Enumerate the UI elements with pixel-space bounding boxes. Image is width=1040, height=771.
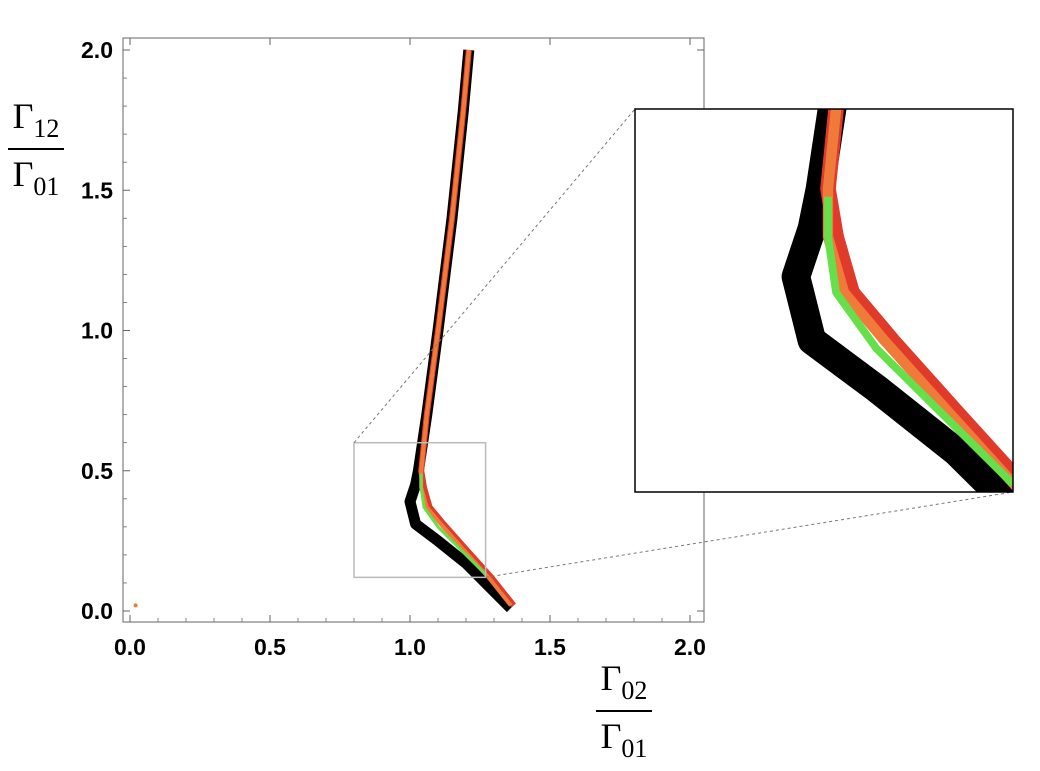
y-tick-label: 1.5 [81,177,113,203]
y-label-fraction-bar [8,148,64,151]
outlier-point [133,603,138,608]
y-axis-label: Γ12 Γ01 [8,98,64,200]
inset-series-line-4 [824,196,1013,487]
x-tick-label: 1.5 [534,634,566,660]
x-tick-label: 1.0 [394,634,426,660]
zoom-region-box [353,441,487,579]
y-tick-label: 2.0 [81,37,113,63]
y-label-num-sub: 12 [33,114,60,144]
inset-series-line-1 [781,109,1013,492]
x-label-den-sub: 01 [621,734,648,764]
x-tick-label: 2.0 [674,634,706,660]
x-tick-label: 0.0 [114,634,146,660]
plot-frame [122,37,705,623]
y-tick-label: 0.5 [81,458,113,484]
y-tick-label: 1.0 [81,318,113,344]
x-label-fraction-bar [596,710,652,713]
x-tick-label: 0.5 [254,634,286,660]
zoom-inset [353,108,1014,578]
x-axis-label: Γ02 Γ01 [596,660,652,762]
x-label-den-symbol: Γ [600,716,622,757]
inset-frame [634,108,1014,493]
zoom-connector-top [353,108,636,444]
x-label-symbol: Γ [600,658,622,698]
y-label-symbol: Γ [12,96,34,136]
y-label-den-symbol: Γ [12,154,34,195]
y-tick-label: 0.0 [81,598,113,624]
main-series-line-4 [419,473,487,576]
inset-series-group [781,109,1013,492]
main-plot: 0.0 0.5 1.0 1.5 2.0 0.0 0.5 1.0 1.5 2.0 [81,37,706,660]
x-label-num-sub: 02 [621,676,648,706]
zoom-connector-bottom [485,491,1014,578]
y-label-den-sub: 01 [33,172,60,202]
